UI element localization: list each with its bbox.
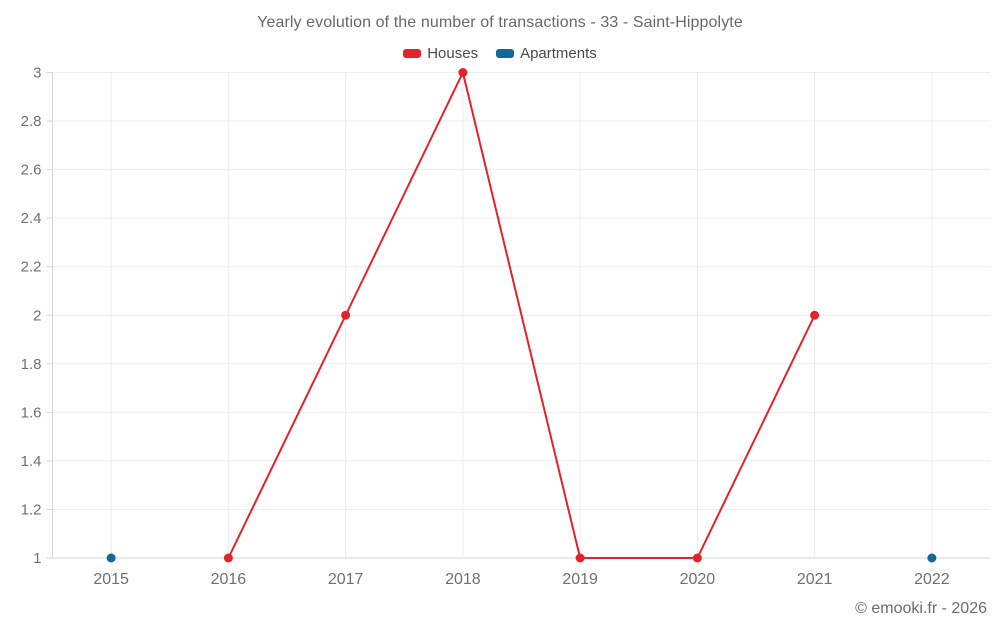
data-point-houses-2017[interactable] <box>341 310 351 320</box>
data-point-houses-2019[interactable] <box>575 553 585 563</box>
x-axis-label: 2020 <box>680 571 716 588</box>
apartments-legend-label: Apartments <box>520 45 597 62</box>
y-axis-label: 2.4 <box>21 210 42 227</box>
y-axis-label: 3 <box>33 65 41 82</box>
y-axis-label: 1.2 <box>21 501 42 518</box>
y-axis-label: 1.4 <box>21 453 42 470</box>
legend-item-houses[interactable]: Houses <box>403 45 478 62</box>
apartments-legend-swatch <box>496 49 515 58</box>
y-axis-label: 1 <box>33 550 41 567</box>
data-point-houses-2016[interactable] <box>223 553 233 563</box>
data-point-houses-2020[interactable] <box>692 553 702 563</box>
x-axis-label: 2021 <box>797 571 833 588</box>
houses-legend-label: Houses <box>427 45 479 62</box>
houses-legend-swatch <box>403 49 422 58</box>
y-axis-label: 1.8 <box>21 356 42 373</box>
copyright-text: © emooki.fr - 2026 <box>855 600 987 617</box>
chart-title: Yearly evolution of the number of transa… <box>257 14 743 31</box>
data-point-apartments-2015[interactable] <box>106 553 116 563</box>
chart-legend: Houses Apartments <box>0 45 1000 62</box>
data-point-houses-2021[interactable] <box>810 310 820 320</box>
x-axis-label: 2018 <box>445 571 481 588</box>
legend-item-apartments[interactable]: Apartments <box>496 45 597 62</box>
x-axis-label: 2015 <box>93 571 129 588</box>
data-point-apartments-2022[interactable] <box>927 553 937 563</box>
data-point-houses-2018[interactable] <box>458 68 468 77</box>
y-axis-label: 2.8 <box>21 113 42 130</box>
y-axis-label: 1.6 <box>21 404 42 421</box>
y-axis-label: 2.6 <box>21 162 42 179</box>
x-axis-label: 2016 <box>211 571 247 588</box>
x-axis-label: 2019 <box>562 571 598 588</box>
x-axis-label: 2022 <box>914 571 950 588</box>
x-axis-label: 2017 <box>328 571 364 588</box>
y-axis-label: 2 <box>33 307 41 324</box>
y-axis-label: 2.2 <box>21 259 42 276</box>
series-line-houses <box>227 71 816 559</box>
